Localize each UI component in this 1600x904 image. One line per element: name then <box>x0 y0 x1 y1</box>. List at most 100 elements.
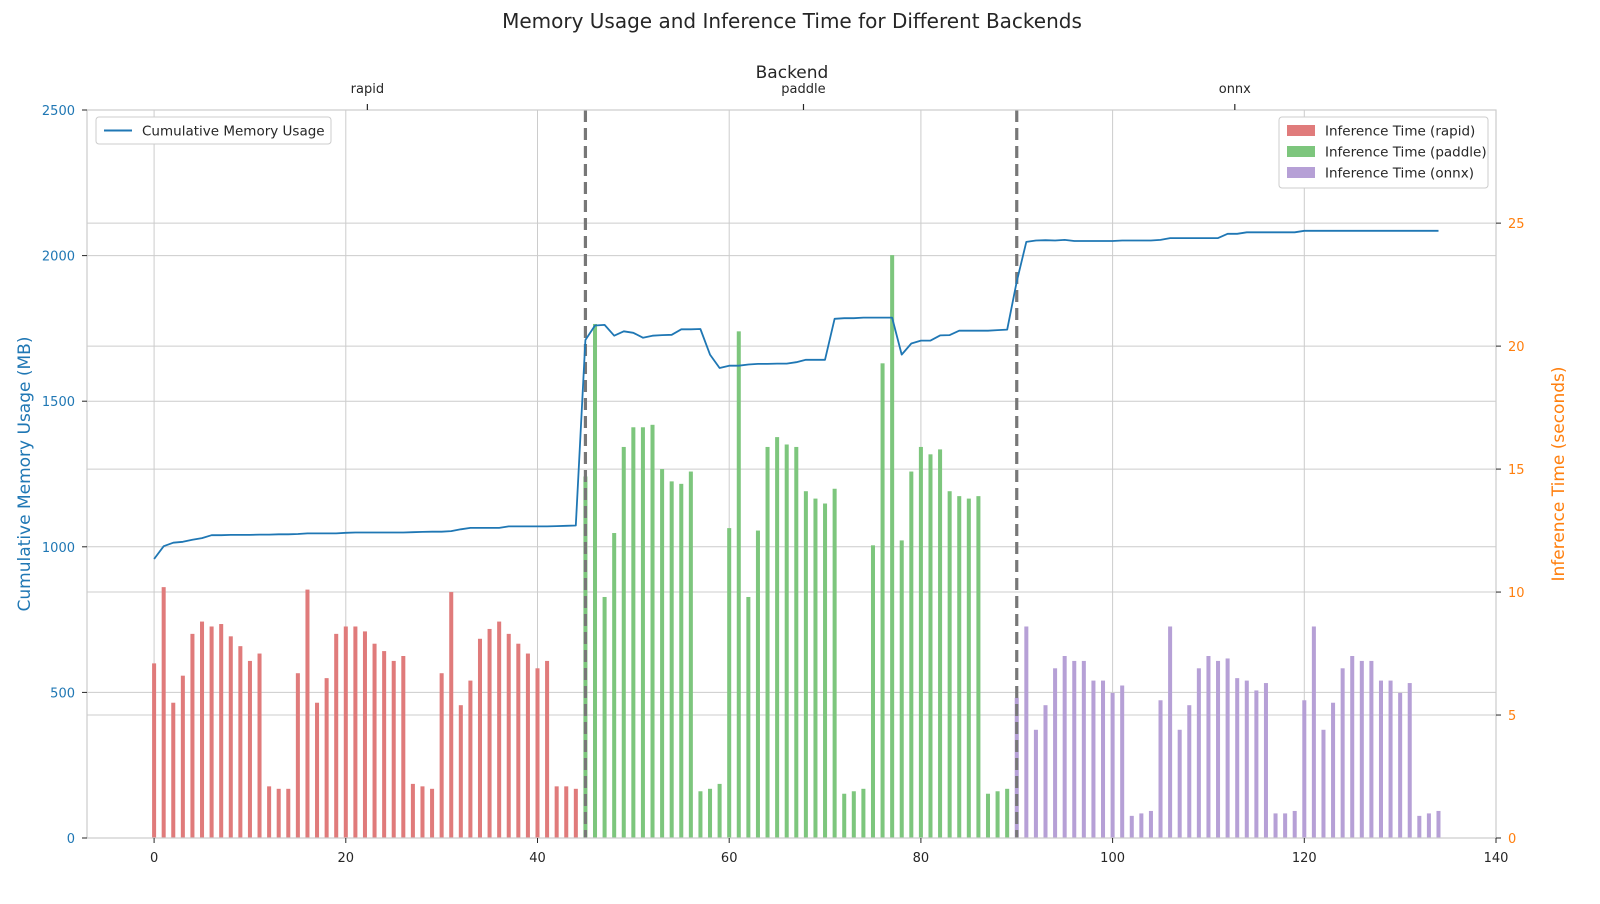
inference-bar <box>861 788 866 838</box>
inference-bar <box>784 444 789 838</box>
inference-bar <box>1311 626 1316 838</box>
inference-bar <box>353 626 358 838</box>
inference-bar <box>1417 815 1422 838</box>
inference-bar <box>631 427 636 838</box>
x-tick-label: 120 <box>1292 851 1317 866</box>
inference-bar <box>708 788 713 838</box>
memory-legend-box <box>95 116 332 145</box>
inference-bar <box>842 793 847 838</box>
inference-bar <box>1283 813 1288 838</box>
bar-legend-swatch <box>1287 125 1315 136</box>
inference-bar <box>985 793 991 838</box>
inference-bar <box>161 587 166 838</box>
right-y-tick-label: 5 <box>1508 709 1516 724</box>
legend-layer: Cumulative Memory Usage Inference Time (r… <box>95 116 1489 189</box>
x-tick-label: 100 <box>1100 851 1125 866</box>
inference-bar <box>851 791 856 838</box>
inference-bar <box>573 788 578 838</box>
inference-bar <box>305 589 310 838</box>
left-y-tick-label: 0 <box>67 832 75 847</box>
inference-bar <box>1081 660 1086 838</box>
inference-bar <box>832 488 837 838</box>
inference-bar <box>1005 788 1010 838</box>
inference-bar <box>1398 692 1403 838</box>
inference-bar <box>947 491 952 838</box>
inference-bar <box>1263 683 1268 838</box>
inference-bar <box>1196 668 1201 838</box>
inference-bar <box>918 446 923 838</box>
inference-bar <box>458 705 463 838</box>
inference-bar <box>1292 810 1297 838</box>
inference-bar <box>267 786 272 838</box>
inference-bar <box>1321 729 1326 838</box>
inference-bar <box>1168 626 1173 838</box>
inference-bar <box>1062 656 1067 838</box>
inference-bar <box>1148 810 1153 838</box>
top-tick-label: rapid <box>351 82 384 97</box>
inference-bar <box>727 528 732 838</box>
left-y-tick-label: 500 <box>50 686 75 701</box>
left-y-tick-label: 1500 <box>42 395 75 410</box>
inference-bar <box>1388 680 1393 838</box>
x-tick-label: 60 <box>721 851 738 866</box>
inference-bar <box>957 496 962 838</box>
top-tick-label: onnx <box>1219 82 1251 97</box>
inference-bar <box>410 783 415 838</box>
inference-bar <box>1350 656 1355 838</box>
inference-bar <box>391 660 396 838</box>
bar-legend-box <box>1278 116 1489 189</box>
axis-layer: 0 20 40 60 80 100 120 140 0 500 1000 1500 2000 2500 0 5… <box>42 82 1525 866</box>
inference-bar <box>171 702 176 838</box>
inference-bar <box>813 498 818 838</box>
inference-bar <box>717 783 722 838</box>
inference-bar <box>315 702 320 838</box>
inference-bar <box>430 788 435 838</box>
inference-bar <box>362 631 367 838</box>
inference-bar <box>257 653 262 838</box>
inference-bar <box>1216 660 1221 838</box>
inference-bar <box>286 788 291 838</box>
inference-bar <box>890 255 895 839</box>
plot-frame <box>86 109 1497 839</box>
right-y-tick-label: 20 <box>1508 340 1525 355</box>
inference-bar <box>180 675 185 838</box>
inference-bar <box>564 786 569 838</box>
inference-bar <box>1302 700 1307 838</box>
inference-bar <box>1139 813 1144 838</box>
inference-bar <box>1053 668 1058 838</box>
inference-bar <box>688 471 693 838</box>
inference-bar <box>1426 813 1431 838</box>
inference-bar <box>525 653 530 838</box>
memory-usage-line <box>153 229 1439 560</box>
inference-bar <box>535 668 540 838</box>
inference-bar <box>247 660 252 838</box>
inference-bar <box>1043 705 1048 838</box>
inference-bar <box>621 446 626 838</box>
inference-bar <box>669 481 674 838</box>
inference-bar <box>497 621 502 838</box>
inference-bar <box>592 323 598 838</box>
inference-bar <box>190 633 195 838</box>
inference-bar <box>1110 692 1115 838</box>
inference-bar <box>1359 660 1364 838</box>
inference-bar <box>698 791 703 838</box>
inference-bar <box>1436 810 1441 838</box>
inference-bar <box>1244 680 1249 838</box>
inference-bar <box>1331 702 1336 838</box>
x-tick-label: 80 <box>913 851 930 866</box>
inference-bar <box>880 363 885 838</box>
x-tick-label: 40 <box>529 851 546 866</box>
bar-legend-swatch <box>1287 167 1315 178</box>
inference-bar <box>238 646 243 838</box>
inference-bar <box>1129 815 1134 838</box>
chart-title: Memory Usage and Inference Time for Diff… <box>502 9 1082 33</box>
inference-bar <box>650 424 655 838</box>
memory-legend-label: Cumulative Memory Usage <box>142 124 325 140</box>
inference-bar <box>679 483 684 838</box>
inference-bar <box>1340 668 1345 838</box>
inference-bar <box>516 643 521 838</box>
inference-bar <box>477 638 482 838</box>
inference-bar <box>775 437 780 838</box>
memory-line-layer <box>153 229 1439 560</box>
